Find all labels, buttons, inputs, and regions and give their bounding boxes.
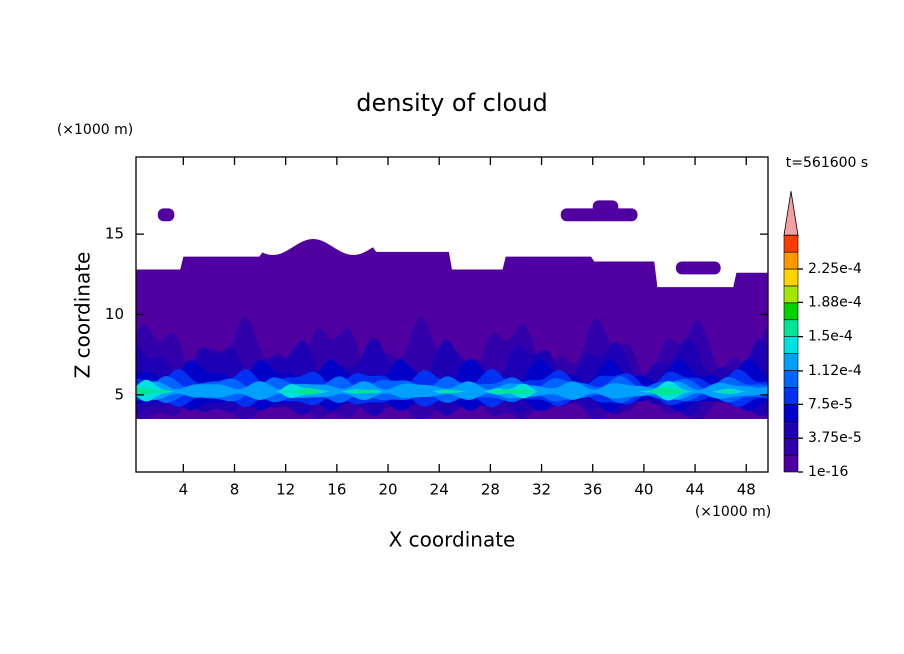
y-tick-label: 10 <box>105 305 124 323</box>
contour-band <box>157 208 175 222</box>
x-axis-label: X coordinate <box>389 528 516 552</box>
colorbar-segment <box>783 268 799 287</box>
contour-band <box>592 200 619 214</box>
x-tick-label: 44 <box>686 481 705 499</box>
colorbar-extension <box>783 191 799 236</box>
x-tick-label: 28 <box>481 481 500 499</box>
colorbar-segment <box>783 370 799 388</box>
colorbar-tick-label: 1.12e-4 <box>808 363 862 379</box>
x-tick-label: 32 <box>532 481 551 499</box>
y-tick-label: 15 <box>105 225 124 243</box>
colorbar-segment <box>783 285 799 304</box>
x-tick-label: 36 <box>583 481 602 499</box>
colorbar-segment <box>783 319 799 337</box>
colorbar-segment <box>783 251 799 270</box>
colorbar-segment <box>783 387 799 405</box>
x-tick-label: 16 <box>327 481 346 499</box>
colorbar-segment <box>783 234 799 253</box>
time-label: t=561600 s <box>786 155 868 171</box>
colorbar-segment <box>783 404 799 422</box>
chart-title: density of cloud <box>356 89 547 117</box>
x-tick-label: 4 <box>179 481 189 499</box>
x-tick-label: 48 <box>737 481 756 499</box>
colorbar-tick-label: 1.5e-4 <box>808 329 853 345</box>
contour-band <box>675 261 721 275</box>
y-unit: (×1000 m) <box>57 122 133 138</box>
colorbar-segment <box>783 454 799 473</box>
colorbar-segment <box>783 353 799 371</box>
y-axis-label: Z coordinate <box>71 252 95 379</box>
x-unit: (×1000 m) <box>695 504 771 520</box>
x-tick-label: 24 <box>430 481 449 499</box>
colorbar-tick-label: 2.25e-4 <box>808 261 862 277</box>
colorbar-tick-label: 1.88e-4 <box>808 294 862 310</box>
colorbar-tick-label: 3.75e-5 <box>808 430 862 446</box>
colorbar-segment <box>783 336 799 354</box>
contour-field <box>136 200 768 419</box>
colorbar-tick-label: 1e-16 <box>808 464 848 480</box>
colorbar-tick-label: 7.5e-5 <box>808 396 853 412</box>
contour-band <box>136 387 768 396</box>
x-tick-label: 20 <box>378 481 397 499</box>
colorbar-segment <box>783 437 799 456</box>
colorbar-segment <box>783 420 799 439</box>
x-tick-label: 8 <box>230 481 240 499</box>
y-tick-label: 5 <box>114 385 124 403</box>
contour-band <box>560 208 638 222</box>
colorbar-segment <box>783 302 799 321</box>
x-tick-label: 40 <box>634 481 653 499</box>
x-tick-label: 12 <box>276 481 295 499</box>
